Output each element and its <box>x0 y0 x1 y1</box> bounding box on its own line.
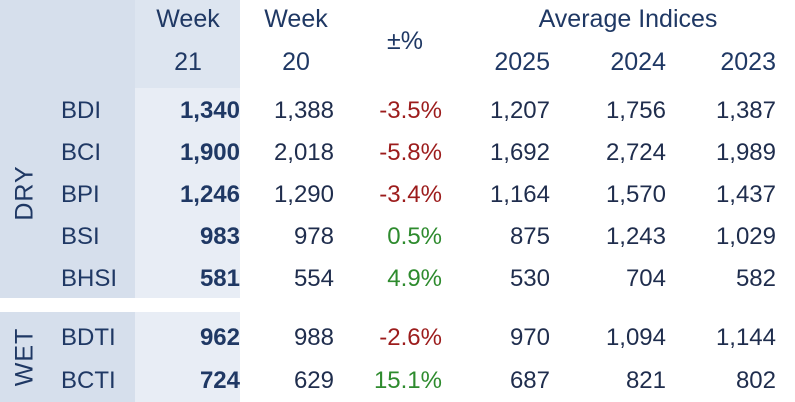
section-divider <box>0 298 795 312</box>
change-percent: 4.9% <box>387 265 442 292</box>
current-week-value: 962 <box>199 324 240 351</box>
avg-2023-value: 1,144 <box>715 324 776 351</box>
avg-2024-value: 1,243 <box>605 223 666 250</box>
previous-week-value: 1,290 <box>273 181 334 208</box>
table-row: BSI 983 978 0.5% 875 1,243 1,029 <box>0 215 795 258</box>
table-row: BDTI 962 988 -2.6% 970 1,094 1,144 <box>0 316 795 359</box>
wet-sidebar: WET <box>0 312 50 402</box>
table-row: BCTI 724 629 15.1% 687 821 802 <box>0 359 795 402</box>
index-name: BPI <box>61 181 100 208</box>
table-row: BPI 1,246 1,290 -3.4% 1,164 1,570 1,437 <box>0 173 795 216</box>
previous-week-value: 1,388 <box>273 97 334 124</box>
change-percent: -5.8% <box>379 139 442 166</box>
index-name: BCI <box>61 139 102 166</box>
previous-week-value: 2,018 <box>273 139 334 166</box>
dry-sidebar: DRY <box>0 88 50 298</box>
avg-2024-value: 704 <box>625 265 666 292</box>
avg-2024-value: 1,756 <box>605 97 666 124</box>
current-week-value: 724 <box>199 367 240 394</box>
dry-section: DRY BDI 1,340 1,388 -3.5% 1,207 1,756 1,387 BCI… <box>0 88 795 298</box>
avg-2023-value: 1,437 <box>715 181 776 208</box>
header-year-2025: 2025 <box>494 48 550 76</box>
previous-week-value: 978 <box>293 223 334 250</box>
current-week-value: 983 <box>199 223 240 250</box>
header-current-week-number: 21 <box>174 48 202 76</box>
avg-2025-value: 875 <box>509 223 550 250</box>
current-week-value: 581 <box>199 265 240 292</box>
index-name: BDTI <box>61 324 116 351</box>
header-change-label: ±% <box>387 27 423 55</box>
header-corner <box>0 0 135 88</box>
avg-2023-value: 1,029 <box>715 223 776 250</box>
avg-2025-value: 1,207 <box>489 97 550 124</box>
avg-2024-value: 1,094 <box>605 324 666 351</box>
avg-2024-value: 2,724 <box>605 139 666 166</box>
header-year-2023: 2023 <box>720 48 776 76</box>
index-name: BCTI <box>61 367 116 394</box>
change-percent: -2.6% <box>379 324 442 351</box>
current-week-value: 1,340 <box>179 97 240 124</box>
header-year-2024: 2024 <box>610 48 666 76</box>
table-row: BCI 1,900 2,018 -5.8% 1,692 2,724 1,989 <box>0 131 795 174</box>
avg-2023-value: 582 <box>735 265 776 292</box>
change-percent: 0.5% <box>387 223 442 250</box>
table-header: Week 21 Week 20 ±% Average Indices 2025 … <box>0 0 795 88</box>
previous-week-value: 988 <box>293 324 334 351</box>
header-current-week-bg <box>135 0 240 88</box>
avg-2025-value: 1,692 <box>489 139 550 166</box>
avg-2023-value: 802 <box>735 367 776 394</box>
index-name: BSI <box>61 223 100 250</box>
header-current-week-label: Week <box>156 5 220 33</box>
previous-week-value: 629 <box>293 367 334 394</box>
change-percent: -3.5% <box>379 97 442 124</box>
wet-section: WET BDTI 962 988 -2.6% 970 1,094 1,144 BCTI 724 6… <box>0 312 795 402</box>
table-row: BHSI 581 554 4.9% 530 704 582 <box>0 257 795 300</box>
current-week-value: 1,246 <box>179 181 240 208</box>
avg-2025-value: 687 <box>509 367 550 394</box>
dry-name-column <box>50 88 135 298</box>
avg-2023-value: 1,989 <box>715 139 776 166</box>
current-week-value: 1,900 <box>179 139 240 166</box>
wet-name-column <box>50 312 135 402</box>
avg-2025-value: 970 <box>509 324 550 351</box>
wet-current-week-column <box>135 312 240 402</box>
index-name: BDI <box>61 97 102 124</box>
avg-2023-value: 1,387 <box>715 97 776 124</box>
avg-2024-value: 1,570 <box>605 181 666 208</box>
previous-week-value: 554 <box>293 265 334 292</box>
change-percent: 15.1% <box>373 367 442 394</box>
avg-2025-value: 530 <box>509 265 550 292</box>
dry-current-week-column <box>135 88 240 298</box>
avg-2025-value: 1,164 <box>489 181 550 208</box>
table-row: BDI 1,340 1,388 -3.5% 1,207 1,756 1,387 <box>0 89 795 132</box>
index-name: BHSI <box>61 265 118 292</box>
header-prev-week-number: 20 <box>282 48 310 76</box>
change-percent: -3.4% <box>379 181 442 208</box>
header-prev-week-label: Week <box>264 5 328 33</box>
header-averages-label: Average Indices <box>538 5 718 33</box>
avg-2024-value: 821 <box>625 367 666 394</box>
